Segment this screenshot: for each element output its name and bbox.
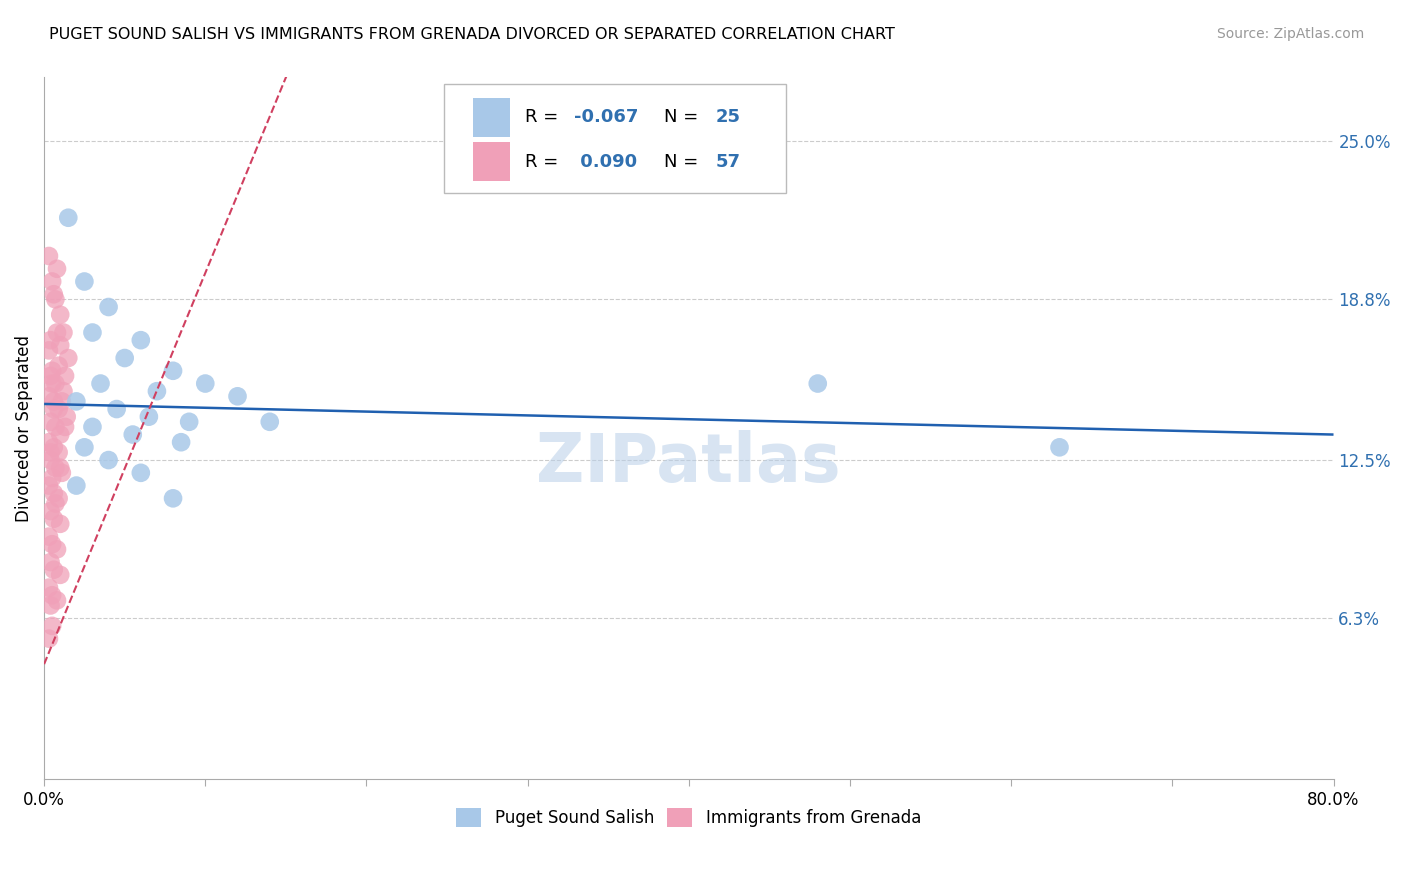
Point [38,249,60,263]
Point [38,581,60,595]
Point [97,300,120,314]
Point [170,435,193,450]
Point [42,486,65,500]
Point [49,460,72,475]
Point [44,420,66,434]
Point [129,333,152,347]
FancyBboxPatch shape [474,98,509,136]
Point [38,389,60,403]
Point [42,440,65,454]
FancyBboxPatch shape [474,143,509,181]
Point [105,402,128,417]
Point [41,364,63,378]
Point [58,211,80,225]
Point [39,504,62,518]
Point [52,326,75,340]
Text: 57: 57 [716,153,741,170]
Point [39,599,62,613]
Point [46,593,69,607]
Point [58,351,80,365]
Point [42,512,65,526]
Point [41,275,63,289]
Point [44,376,66,391]
Point [39,453,62,467]
Point [121,427,143,442]
Point [49,516,72,531]
Text: Source: ZipAtlas.com: Source: ZipAtlas.com [1216,27,1364,41]
Point [38,530,60,544]
Point [65,394,87,409]
Point [46,261,69,276]
Point [194,376,217,391]
Point [39,368,62,383]
Point [38,632,60,646]
Point [97,453,120,467]
Point [82,420,104,434]
Point [42,287,65,301]
Point [53,368,76,383]
Point [41,588,63,602]
Point [73,275,96,289]
Text: 0.090: 0.090 [574,153,637,170]
Point [49,567,72,582]
Y-axis label: Divorced or Separated: Divorced or Separated [15,334,32,522]
Point [1049,440,1071,454]
Point [49,338,72,352]
Point [114,351,136,365]
Point [44,293,66,307]
Point [39,415,62,429]
Point [41,471,63,485]
Point [38,435,60,450]
Point [42,394,65,409]
Point [41,619,63,633]
Point [73,440,96,454]
Point [55,409,77,424]
Point [39,333,62,347]
Point [146,384,169,399]
Point [138,409,160,424]
Point [46,542,69,557]
Point [807,376,830,391]
Point [48,445,70,459]
Text: N =: N = [664,109,704,127]
Point [52,384,75,399]
Point [48,359,70,373]
Text: N =: N = [664,153,704,170]
Point [44,460,66,475]
Point [42,402,65,417]
Point [39,445,62,459]
Point [41,376,63,391]
Text: ZIPatlas: ZIPatlas [537,430,841,496]
Point [48,402,70,417]
Point [162,491,184,506]
Point [51,466,73,480]
Text: -0.067: -0.067 [574,109,638,127]
Text: PUGET SOUND SALISH VS IMMIGRANTS FROM GRENADA DIVORCED OR SEPARATED CORRELATION : PUGET SOUND SALISH VS IMMIGRANTS FROM GR… [49,27,896,42]
FancyBboxPatch shape [444,85,786,194]
Point [41,537,63,551]
Text: R =: R = [524,109,564,127]
Point [48,491,70,506]
Point [82,326,104,340]
Point [38,478,60,492]
Point [162,364,184,378]
Point [259,415,281,429]
Point [44,496,66,510]
Point [42,563,65,577]
Point [53,420,76,434]
Text: R =: R = [524,153,564,170]
Point [226,389,249,403]
Point [129,466,152,480]
Point [49,427,72,442]
Point [46,326,69,340]
Point [179,415,201,429]
Legend: Puget Sound Salish, Immigrants from Grenada: Puget Sound Salish, Immigrants from Gren… [450,801,928,834]
Point [49,308,72,322]
Point [51,394,73,409]
Point [39,555,62,569]
Point [89,376,111,391]
Point [65,478,87,492]
Point [38,343,60,358]
Text: 25: 25 [716,109,741,127]
